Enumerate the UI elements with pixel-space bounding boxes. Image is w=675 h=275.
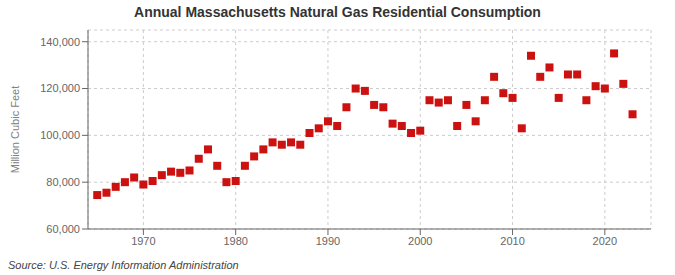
svg-text:120,000: 120,000 [40, 82, 80, 94]
svg-text:2020: 2020 [593, 235, 617, 247]
html-text:Annual Massachusetts Natural G: Annual Massachusetts Natural Gas Residen… [134, 4, 541, 20]
svg-text:100,000: 100,000 [40, 129, 80, 141]
svg-text:2010: 2010 [500, 235, 524, 247]
svg-text:140,000: 140,000 [40, 36, 80, 48]
svg-text:1970: 1970 [131, 235, 155, 247]
html-text:Source: U.S. Energy Informatio: Source: U.S. Energy Information Administ… [8, 259, 239, 271]
svg-text:1980: 1980 [223, 235, 247, 247]
svg-text:2000: 2000 [408, 235, 432, 247]
svg-text:1990: 1990 [316, 235, 340, 247]
svg-text:60,000: 60,000 [46, 223, 80, 235]
svg-text:Million Cubic Feet: Million Cubic Feet [9, 86, 21, 173]
svg-text:80,000: 80,000 [46, 176, 80, 188]
